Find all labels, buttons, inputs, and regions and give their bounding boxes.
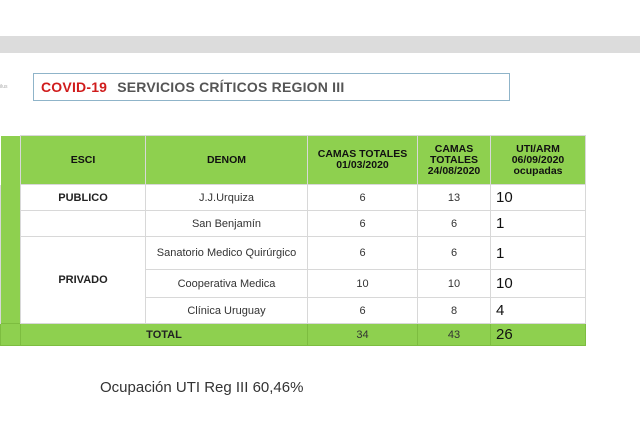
table-row: Clínica Uruguay 6 8 4 [1,297,586,324]
critical-services-table: ESCI DENOM CAMAS TOTALES 01/03/2020 CAMA… [0,135,586,346]
table-row: San Benjamín 6 6 1 [1,210,586,237]
body-lead-cell [0,184,21,324]
page-title: COVID-19 SERVICIOS CRÍTICOS REGION III [33,73,510,101]
table-header-row: ESCI DENOM CAMAS TOTALES 01/03/2020 CAMA… [0,135,586,185]
total-uti: 26 [490,323,586,346]
col-header-camas-0103-text: CAMAS TOTALES 01/03/2020 [317,148,408,171]
title-covid: COVID-19 [41,79,108,95]
col-header-uti: UTI/ARM 06/09/2020 ocupadas [490,135,586,185]
group-privado: PRIVADO [20,236,146,324]
total-label: TOTAL [20,323,308,346]
camas-0103-cell: 10 [307,269,418,298]
header-lead-cell [0,135,21,185]
denom-cell: San Benjamín [145,210,308,237]
camas-0103-cell: 6 [307,184,418,211]
camas-0103-cell: 6 [307,210,418,237]
camas-2408-cell: 8 [417,297,491,324]
total-camas-0103: 34 [307,323,418,346]
col-header-denom: DENOM [145,135,308,185]
uti-cell: 10 [490,184,586,211]
table-row: PRIVADO Sanatorio Medico Quirúrgico 6 6 … [1,236,586,324]
table-row: PUBLICO J.J.Urquiza 6 13 10 [0,184,586,324]
table-row: Cooperativa Medica 10 10 10 [1,269,586,298]
camas-0103-cell: 6 [307,236,418,270]
table-total-row: TOTAL 34 43 26 [0,323,586,346]
col-header-uti-text: UTI/ARM 06/09/2020 ocupadas [511,142,565,177]
denom-cell: Sanatorio Medico Quirúrgico [145,236,308,270]
top-gray-bar [0,36,640,53]
denom-cell: Cooperativa Medica [145,269,308,298]
group-publico: PUBLICO [20,184,146,211]
camas-2408-cell: 6 [417,210,491,237]
col-header-camas-0103: CAMAS TOTALES 01/03/2020 [307,135,418,185]
camas-2408-cell: 13 [417,184,491,211]
side-note: ilus [0,84,8,90]
col-header-esci: ESCI [20,135,146,185]
col-header-camas-2408-text: CAMAS TOTALES 24/08/2020 [427,142,481,177]
title-services: SERVICIOS CRÍTICOS REGION III [117,79,345,95]
denom-cell: J.J.Urquiza [145,184,308,211]
uti-cell: 10 [490,269,586,298]
col-header-camas-2408: CAMAS TOTALES 24/08/2020 [417,135,491,185]
group-empty-cell [20,210,146,237]
total-lead-cell [0,323,21,346]
uti-cell: 1 [490,210,586,237]
denom-cell: Clínica Uruguay [145,297,308,324]
camas-2408-cell: 10 [417,269,491,298]
camas-0103-cell: 6 [307,297,418,324]
uti-cell: 1 [490,236,586,270]
total-camas-2408: 43 [417,323,491,346]
occupancy-summary: Ocupación UTI Reg III 60,46% [100,379,304,396]
camas-2408-cell: 6 [417,236,491,270]
uti-cell: 4 [490,297,586,324]
